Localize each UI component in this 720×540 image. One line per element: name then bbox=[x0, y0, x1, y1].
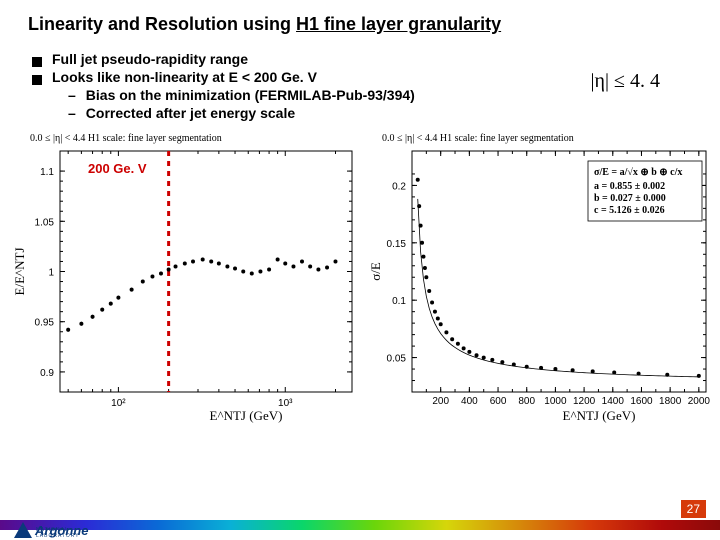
footer-rainbow-stripe bbox=[0, 520, 720, 530]
page-number: 27 bbox=[681, 500, 706, 518]
charts-row: 200 Ge. V 0.0 ≤ |η| < 4.4 H1 scale: fine… bbox=[0, 123, 720, 424]
svg-text:1: 1 bbox=[48, 268, 54, 279]
resolution-svg: 0.0 ≤ |η| < 4.4 H1 scale: fine layer seg… bbox=[366, 129, 714, 424]
resolution-chart: 0.0 ≤ |η| < 4.4 H1 scale: fine layer seg… bbox=[366, 129, 714, 424]
svg-text:1000: 1000 bbox=[544, 396, 567, 407]
sub-bullet-2: – Corrected after jet energy scale bbox=[32, 105, 720, 121]
dash-icon: – bbox=[68, 87, 76, 103]
svg-text:c = 5.126 ± 0.026: c = 5.126 ± 0.026 bbox=[594, 205, 665, 216]
svg-text:0.0 ≤ |η| < 4.4 H1 scal: 0.0 ≤ |η| < 4.4 H1 scale: fine layer seg… bbox=[382, 133, 574, 144]
svg-text:1.05: 1.05 bbox=[35, 217, 55, 228]
bullet-1-text: Full jet pseudo-rapidity range bbox=[52, 51, 248, 67]
bullet-square-icon bbox=[32, 57, 42, 67]
argonne-triangle-icon bbox=[14, 522, 32, 538]
svg-text:E^NTJ (GeV): E^NTJ (GeV) bbox=[563, 408, 636, 423]
svg-text:σ/E = a/√x ⊕ b ⊕ c/x: σ/E = a/√x ⊕ b ⊕ c/x bbox=[594, 167, 682, 178]
logo-subtitle: NATIONAL LABORATORY bbox=[36, 527, 88, 539]
svg-text:10²: 10² bbox=[111, 398, 126, 409]
sub-bullet-2-text: Corrected after jet energy scale bbox=[86, 105, 295, 121]
svg-text:0.1: 0.1 bbox=[392, 296, 406, 307]
svg-text:0.9: 0.9 bbox=[40, 368, 54, 379]
energy-marker-label: 200 Ge. V bbox=[88, 161, 147, 176]
sub-bullet-1-text: Bias on the minimization (FERMILAB-Pub-9… bbox=[86, 87, 415, 103]
title-underline: H1 fine layer granularity bbox=[296, 14, 501, 34]
svg-text:800: 800 bbox=[518, 396, 535, 407]
bullet-2-text: Looks like non-linearity at E < 200 Ge. … bbox=[52, 69, 317, 85]
svg-text:600: 600 bbox=[490, 396, 507, 407]
svg-text:E/E^NTJ: E/E^NTJ bbox=[12, 248, 27, 296]
svg-text:0.95: 0.95 bbox=[35, 318, 55, 329]
svg-text:1400: 1400 bbox=[602, 396, 625, 407]
svg-text:a = 0.855 ± 0.002: a = 0.855 ± 0.002 bbox=[594, 181, 665, 192]
svg-text:0.05: 0.05 bbox=[387, 354, 407, 365]
svg-text:σ/E: σ/E bbox=[368, 262, 383, 281]
argonne-logo: Argonne NATIONAL LABORATORY bbox=[14, 522, 88, 538]
svg-text:0.2: 0.2 bbox=[392, 181, 406, 192]
svg-text:1600: 1600 bbox=[630, 396, 653, 407]
slide-title: Linearity and Resolution using H1 fine l… bbox=[0, 0, 720, 35]
svg-text:b = 0.027 ± 0.000: b = 0.027 ± 0.000 bbox=[594, 193, 666, 204]
linearity-chart: 200 Ge. V 0.0 ≤ |η| < 4.4 H1 scale: fine… bbox=[10, 129, 362, 424]
bullet-square-icon bbox=[32, 75, 42, 85]
svg-text:200: 200 bbox=[432, 396, 449, 407]
svg-text:0.0 ≤ |η| < 4.4 H1 scal: 0.0 ≤ |η| < 4.4 H1 scale: fine layer seg… bbox=[30, 133, 222, 144]
footer-white-bar bbox=[0, 530, 720, 540]
svg-text:0.15: 0.15 bbox=[387, 239, 407, 250]
svg-text:1200: 1200 bbox=[573, 396, 596, 407]
svg-text:400: 400 bbox=[461, 396, 478, 407]
svg-text:1800: 1800 bbox=[659, 396, 682, 407]
eta-constraint: |η| ≤ 4. 4 bbox=[591, 70, 660, 93]
svg-text:2000: 2000 bbox=[688, 396, 711, 407]
title-prefix: Linearity and Resolution using bbox=[28, 14, 296, 34]
dash-icon: – bbox=[68, 105, 76, 121]
svg-text:1.1: 1.1 bbox=[40, 167, 54, 178]
bullet-1: Full jet pseudo-rapidity range bbox=[32, 51, 720, 67]
linearity-svg: 0.0 ≤ |η| < 4.4 H1 scale: fine layer seg… bbox=[10, 129, 362, 424]
svg-text:E^NTJ (GeV): E^NTJ (GeV) bbox=[210, 408, 283, 423]
